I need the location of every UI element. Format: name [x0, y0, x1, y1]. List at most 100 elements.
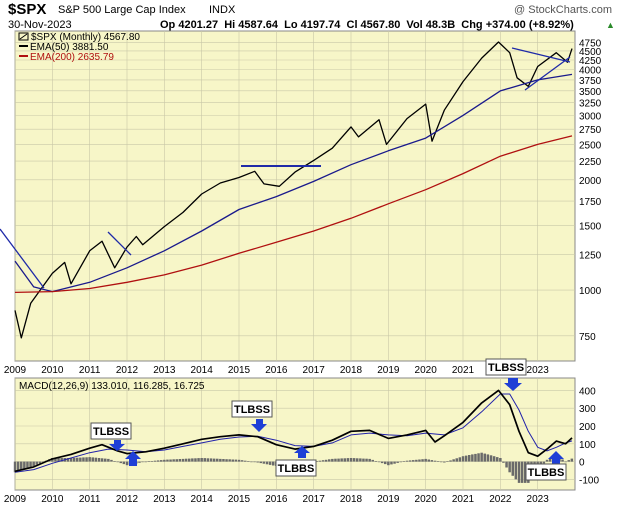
hist-bar: [433, 460, 437, 462]
tlbss-callout-2: TLBSS: [231, 400, 273, 432]
symbol-title: $SPX: [8, 1, 46, 18]
hist-bar: [520, 461, 524, 483]
hist-bar: [337, 458, 340, 462]
hist-bar: [153, 460, 157, 462]
macd-y-tick: 300: [579, 404, 596, 415]
hist-bar: [365, 458, 368, 462]
hist-bar: [69, 458, 73, 462]
down-arrow-icon: [504, 378, 522, 391]
hist-bar: [57, 458, 60, 462]
hist-bar: [505, 461, 508, 468]
price-x-tick: 2017: [303, 365, 326, 376]
trendline: [0, 228, 45, 289]
hist-bar: [334, 458, 337, 462]
hist-bar: [197, 458, 200, 462]
hist-bar: [32, 461, 35, 466]
hist-bar: [253, 461, 256, 463]
price-y-tick: 1000: [579, 286, 602, 297]
hist-bar: [138, 461, 141, 463]
hist-bar: [188, 458, 191, 462]
hist-bar: [125, 461, 129, 466]
hist-bar: [88, 457, 91, 462]
macd-line-0: [14, 393, 573, 473]
legend-macd: MACD(12,26,9) 133.010, 116.285, 16.725: [19, 381, 205, 392]
hist-bar: [324, 459, 328, 462]
hist-bar: [26, 461, 29, 469]
hist-bar: [240, 460, 244, 462]
hist-bar: [474, 453, 477, 462]
hist-bar: [464, 455, 468, 462]
hist-bar: [486, 454, 490, 462]
macd-x-tick: 2022: [489, 494, 512, 505]
exchange-label: INDX: [209, 4, 236, 16]
hist-bar: [85, 457, 88, 462]
hist-bar: [184, 458, 188, 462]
hist-bar: [13, 461, 17, 473]
hist-bar: [60, 458, 63, 462]
macd-legend: MACD(12,26,9) 133.010, 116.285, 16.725: [19, 381, 205, 392]
price-x-tick: 2018: [340, 365, 363, 376]
hist-bar: [390, 461, 393, 465]
hist-bar: [418, 459, 421, 462]
price-y-tick: 4500: [579, 47, 602, 58]
legend-price: $SPX (Monthly) 4567.80: [31, 32, 140, 43]
hist-bar: [424, 458, 427, 462]
series-line-1: [14, 73, 573, 293]
hist-bar: [480, 452, 483, 462]
credit-label: @ StockCharts.com: [514, 4, 612, 16]
macd-x-tick: 2014: [191, 494, 214, 505]
hist-bar: [489, 455, 493, 462]
price-y-tick: 1500: [579, 222, 602, 233]
up-arrow-icon: [294, 446, 310, 458]
down-arrow-icon: [109, 440, 125, 451]
hist-bar: [219, 458, 222, 462]
price-y-axis: 7501000125015001750200022502500275030003…: [579, 38, 602, 342]
hist-bar: [82, 457, 85, 462]
hist-bar: [387, 461, 390, 466]
hist-bar: [380, 461, 384, 464]
tlbbs-label-1: TLBBS: [278, 463, 315, 475]
macd-x-tick: 2019: [377, 494, 400, 505]
hist-bar: [113, 461, 116, 462]
hist-bar: [16, 461, 20, 472]
hist-bar: [119, 461, 122, 464]
tlbss-label-3: TLBSS: [93, 426, 129, 438]
hist-bar: [443, 461, 446, 463]
price-x-axis: 2009 2010 2011 2012 2013 2014 2015 2016 2017 2018…: [4, 365, 549, 376]
hist-bar: [328, 459, 331, 462]
hist-bar: [349, 458, 353, 462]
hist-bar: [402, 461, 406, 462]
hist-bar: [91, 457, 94, 462]
legend-ema200: EMA(200) 2635.79: [30, 52, 114, 63]
price-y-tick: 750: [579, 332, 596, 343]
price-x-tick: 2014: [191, 365, 214, 376]
hist-bar: [147, 461, 150, 462]
hist-bar: [107, 458, 110, 462]
macd-x-tick: 2018: [340, 494, 363, 505]
hist-bar: [247, 461, 250, 462]
tlbbs-callout-2: TLBBS: [125, 451, 567, 481]
hist-bar: [514, 461, 518, 480]
price-y-tick: 4250: [579, 56, 602, 67]
hist-bar: [393, 461, 396, 464]
price-y-tick: 4750: [579, 38, 602, 49]
hist-bar: [209, 458, 213, 462]
hist-bar: [66, 458, 70, 462]
macd-x-tick: 2017: [303, 494, 326, 505]
price-x-tick: 2010: [41, 365, 64, 376]
hist-bar: [427, 459, 430, 462]
hist-bar: [212, 458, 216, 462]
hist-bar: [356, 458, 359, 462]
price-y-tick: 4000: [579, 66, 602, 77]
hist-bar: [452, 459, 455, 462]
tlbss-label-2: TLBSS: [234, 404, 270, 416]
macd-x-tick: 2009: [4, 494, 27, 505]
hist-bar: [144, 461, 147, 463]
hist-bar: [203, 458, 206, 462]
hist-bar: [374, 461, 378, 462]
hist-bar: [122, 461, 126, 465]
hist-bar: [166, 459, 169, 462]
hist-bar: [548, 458, 552, 462]
price-trendlines: [0, 47, 571, 289]
macd-line-1: [14, 389, 573, 473]
